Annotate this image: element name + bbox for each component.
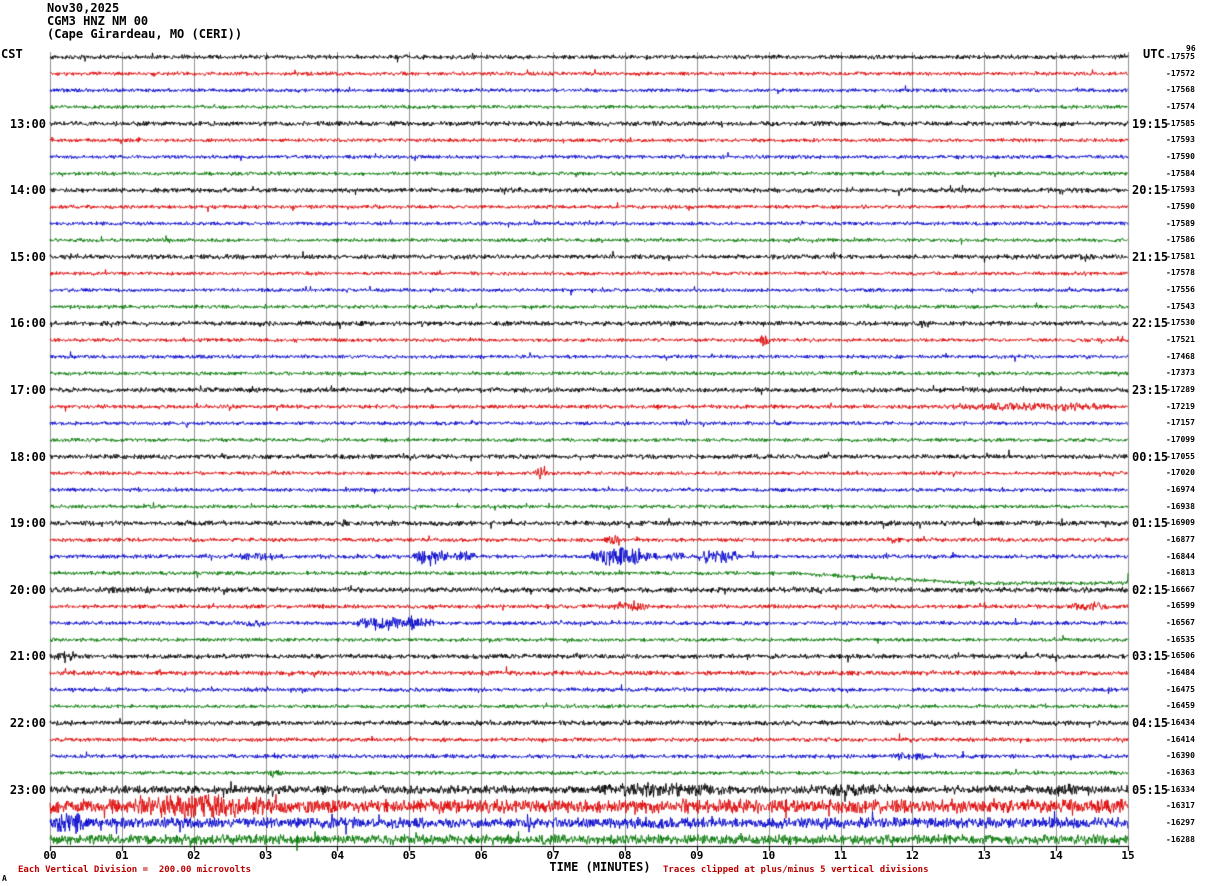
trace-end-value: -16877 bbox=[1166, 534, 1195, 544]
trace-end-value: -16974 bbox=[1166, 484, 1195, 494]
trace-end-value: -17581 bbox=[1166, 251, 1195, 261]
utc-hour-label: 19:15 bbox=[1132, 116, 1169, 131]
trace-end-value: -17157 bbox=[1166, 418, 1195, 428]
trace-end-value: -16599 bbox=[1166, 601, 1195, 611]
trace-end-value: -17593 bbox=[1166, 185, 1195, 195]
cst-hour-label: 16:00 bbox=[9, 316, 46, 331]
x-tick-label: 13 bbox=[977, 849, 991, 862]
x-tick-label: 02 bbox=[187, 849, 201, 862]
x-tick-label: 10 bbox=[762, 849, 776, 862]
trace-end-value: -17468 bbox=[1166, 351, 1195, 361]
trace-end-value: -16297 bbox=[1166, 817, 1195, 827]
x-tick-label: 03 bbox=[258, 849, 273, 862]
trace-end-value: -17590 bbox=[1166, 201, 1195, 211]
trace-end-value: -16484 bbox=[1166, 668, 1195, 678]
scale-note: Each Vertical Division = 200.00 microvol… bbox=[18, 865, 251, 875]
utc-hour-label: 03:15 bbox=[1132, 649, 1169, 664]
x-tick-label: 07 bbox=[546, 849, 560, 862]
trace-end-value: -16844 bbox=[1166, 551, 1195, 561]
trace-end-value: -17099 bbox=[1166, 434, 1195, 444]
utc-hour-label: 04:15 bbox=[1132, 716, 1169, 730]
utc-hour-label: 00:15 bbox=[1132, 449, 1169, 464]
trace-end-value: -16334 bbox=[1166, 784, 1195, 794]
x-tick-label: 15 bbox=[1121, 849, 1135, 862]
right-top-fragment: 96 bbox=[1186, 44, 1196, 53]
cst-hour-label: 20:00 bbox=[9, 582, 46, 597]
cst-hour-label: 23:00 bbox=[9, 782, 46, 797]
x-tick-label: 08 bbox=[618, 849, 632, 862]
cst-hour-label: 21:00 bbox=[9, 649, 46, 664]
trace-end-value: -16288 bbox=[1166, 834, 1195, 844]
station-label: CGM3 HNZ NM 00 bbox=[47, 14, 149, 28]
x-tick-label: 11 bbox=[833, 849, 848, 862]
cst-hour-label: 19:00 bbox=[9, 516, 46, 531]
x-tick-label: 09 bbox=[690, 849, 704, 862]
x-tick-label: 12 bbox=[905, 849, 920, 862]
x-axis-title: TIME (MINUTES) bbox=[549, 860, 651, 874]
trace-end-value: -17593 bbox=[1166, 135, 1195, 145]
clip-note: Traces clipped at plus/minus 5 vertical … bbox=[663, 865, 929, 875]
trace-end-value: -17556 bbox=[1166, 285, 1195, 295]
x-tick-label: 04 bbox=[330, 849, 345, 862]
trace-end-value: -17373 bbox=[1166, 368, 1195, 378]
location-label: (Cape Girardeau, MO (CERI)) bbox=[47, 27, 243, 41]
trace-end-value: -16475 bbox=[1166, 684, 1195, 694]
trace-end-value: -17530 bbox=[1166, 318, 1195, 328]
trace-end-value: -17586 bbox=[1166, 235, 1195, 245]
left-axis-title: CST bbox=[1, 47, 23, 61]
trace-end-value: -16667 bbox=[1166, 584, 1195, 594]
trace-end-value: -17572 bbox=[1166, 68, 1195, 78]
trace-end-value: -17589 bbox=[1166, 218, 1195, 228]
trace-end-value: -16909 bbox=[1166, 518, 1195, 528]
utc-hour-label: 22:15 bbox=[1132, 316, 1169, 331]
trace-end-value: -17543 bbox=[1166, 301, 1195, 311]
trace-end-value: -17575 bbox=[1166, 52, 1195, 61]
cst-hour-label: 15:00 bbox=[9, 249, 46, 264]
trace-end-value: -17578 bbox=[1166, 268, 1195, 278]
date-label: Nov30,2025 bbox=[47, 1, 120, 15]
trace-end-value: -17219 bbox=[1166, 401, 1195, 411]
corner-mark: A bbox=[2, 874, 7, 883]
trace-end-value: -16317 bbox=[1166, 801, 1195, 811]
x-tick-label: 05 bbox=[402, 849, 416, 862]
trace-end-value: -17020 bbox=[1166, 468, 1195, 478]
trace-end-value: -16434 bbox=[1166, 718, 1195, 727]
utc-hour-label: 02:15 bbox=[1132, 582, 1169, 597]
utc-hour-label: 21:15 bbox=[1132, 249, 1169, 264]
trace-end-value: -17055 bbox=[1166, 451, 1195, 461]
trace-end-value: -17521 bbox=[1166, 335, 1195, 345]
cst-hour-label: 17:00 bbox=[9, 383, 46, 397]
utc-hour-label: 20:15 bbox=[1132, 183, 1169, 198]
cst-hour-label: 13:00 bbox=[9, 116, 46, 131]
trace-end-value: -16363 bbox=[1166, 767, 1195, 777]
x-tick-label: 14 bbox=[1049, 849, 1063, 862]
cst-hour-label: 22:00 bbox=[9, 716, 46, 730]
trace-end-value: -16506 bbox=[1166, 651, 1195, 661]
trace-end-value: -17289 bbox=[1166, 385, 1195, 394]
cst-hour-label: 18:00 bbox=[9, 449, 46, 464]
trace-end-value: -16567 bbox=[1166, 618, 1195, 628]
x-tick-label: 06 bbox=[474, 849, 488, 862]
x-tick-label: 01 bbox=[115, 849, 129, 862]
trace-end-value: -16813 bbox=[1166, 568, 1195, 578]
right-axis-title: UTC bbox=[1143, 47, 1165, 61]
trace-end-value: -17568 bbox=[1166, 85, 1195, 95]
trace-end-value: -17574 bbox=[1166, 101, 1195, 111]
utc-hour-label: 05:15 bbox=[1132, 782, 1169, 797]
x-tick-label: 00 bbox=[43, 849, 57, 862]
trace-end-value: -17585 bbox=[1166, 118, 1195, 128]
trace-end-value: -16390 bbox=[1166, 751, 1195, 761]
trace-end-value: -16535 bbox=[1166, 634, 1195, 644]
trace-end-value: -17584 bbox=[1166, 168, 1195, 178]
cst-hour-label: 14:00 bbox=[9, 183, 46, 198]
utc-hour-label: 23:15 bbox=[1132, 383, 1169, 397]
trace-end-value: -16938 bbox=[1166, 501, 1195, 511]
utc-hour-label: 01:15 bbox=[1132, 516, 1169, 531]
trace-end-value: -16414 bbox=[1166, 734, 1195, 744]
trace-end-value: -16459 bbox=[1166, 701, 1195, 711]
trace-end-value: -17590 bbox=[1166, 151, 1195, 161]
